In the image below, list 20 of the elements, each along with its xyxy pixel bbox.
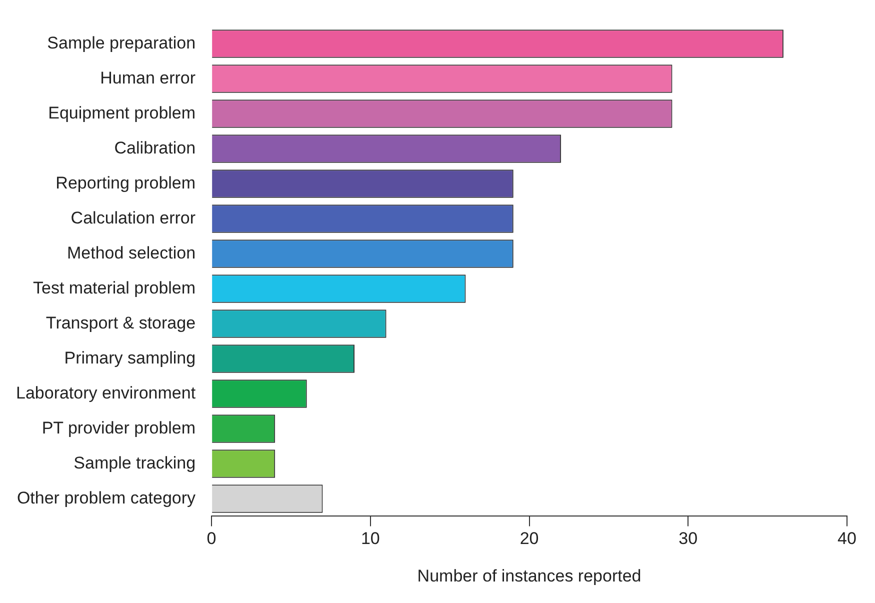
x-tick-label: 30 (678, 529, 698, 548)
x-tick-label: 0 (206, 529, 216, 548)
y-tick-label: Transport & storage (46, 313, 196, 332)
y-tick-label: Equipment problem (48, 103, 196, 122)
y-tick-label: Method selection (67, 243, 196, 262)
y-tick-label: Laboratory environment (16, 383, 196, 402)
x-axis-title: Number of instances reported (417, 566, 642, 586)
y-tick-label: Primary sampling (64, 348, 196, 368)
y-tick-label: Reporting problem (56, 173, 196, 192)
y-tick-label: Human error (100, 68, 196, 88)
x-tick-label: 10 (360, 529, 380, 548)
y-tick-label: Other problem category (16, 488, 196, 508)
x-tick-label: 20 (520, 529, 539, 548)
y-tick-label: Calibration (114, 138, 196, 158)
y-tick-label: Sample preparation (47, 33, 196, 52)
x-tick-label: 40 (838, 529, 856, 548)
y-tick-label: Test material problem (33, 278, 196, 298)
y-tick-label: Calculation error (70, 208, 196, 228)
y-tick-label: PT provider problem (42, 418, 196, 438)
y-tick-label: Sample tracking (74, 453, 196, 472)
